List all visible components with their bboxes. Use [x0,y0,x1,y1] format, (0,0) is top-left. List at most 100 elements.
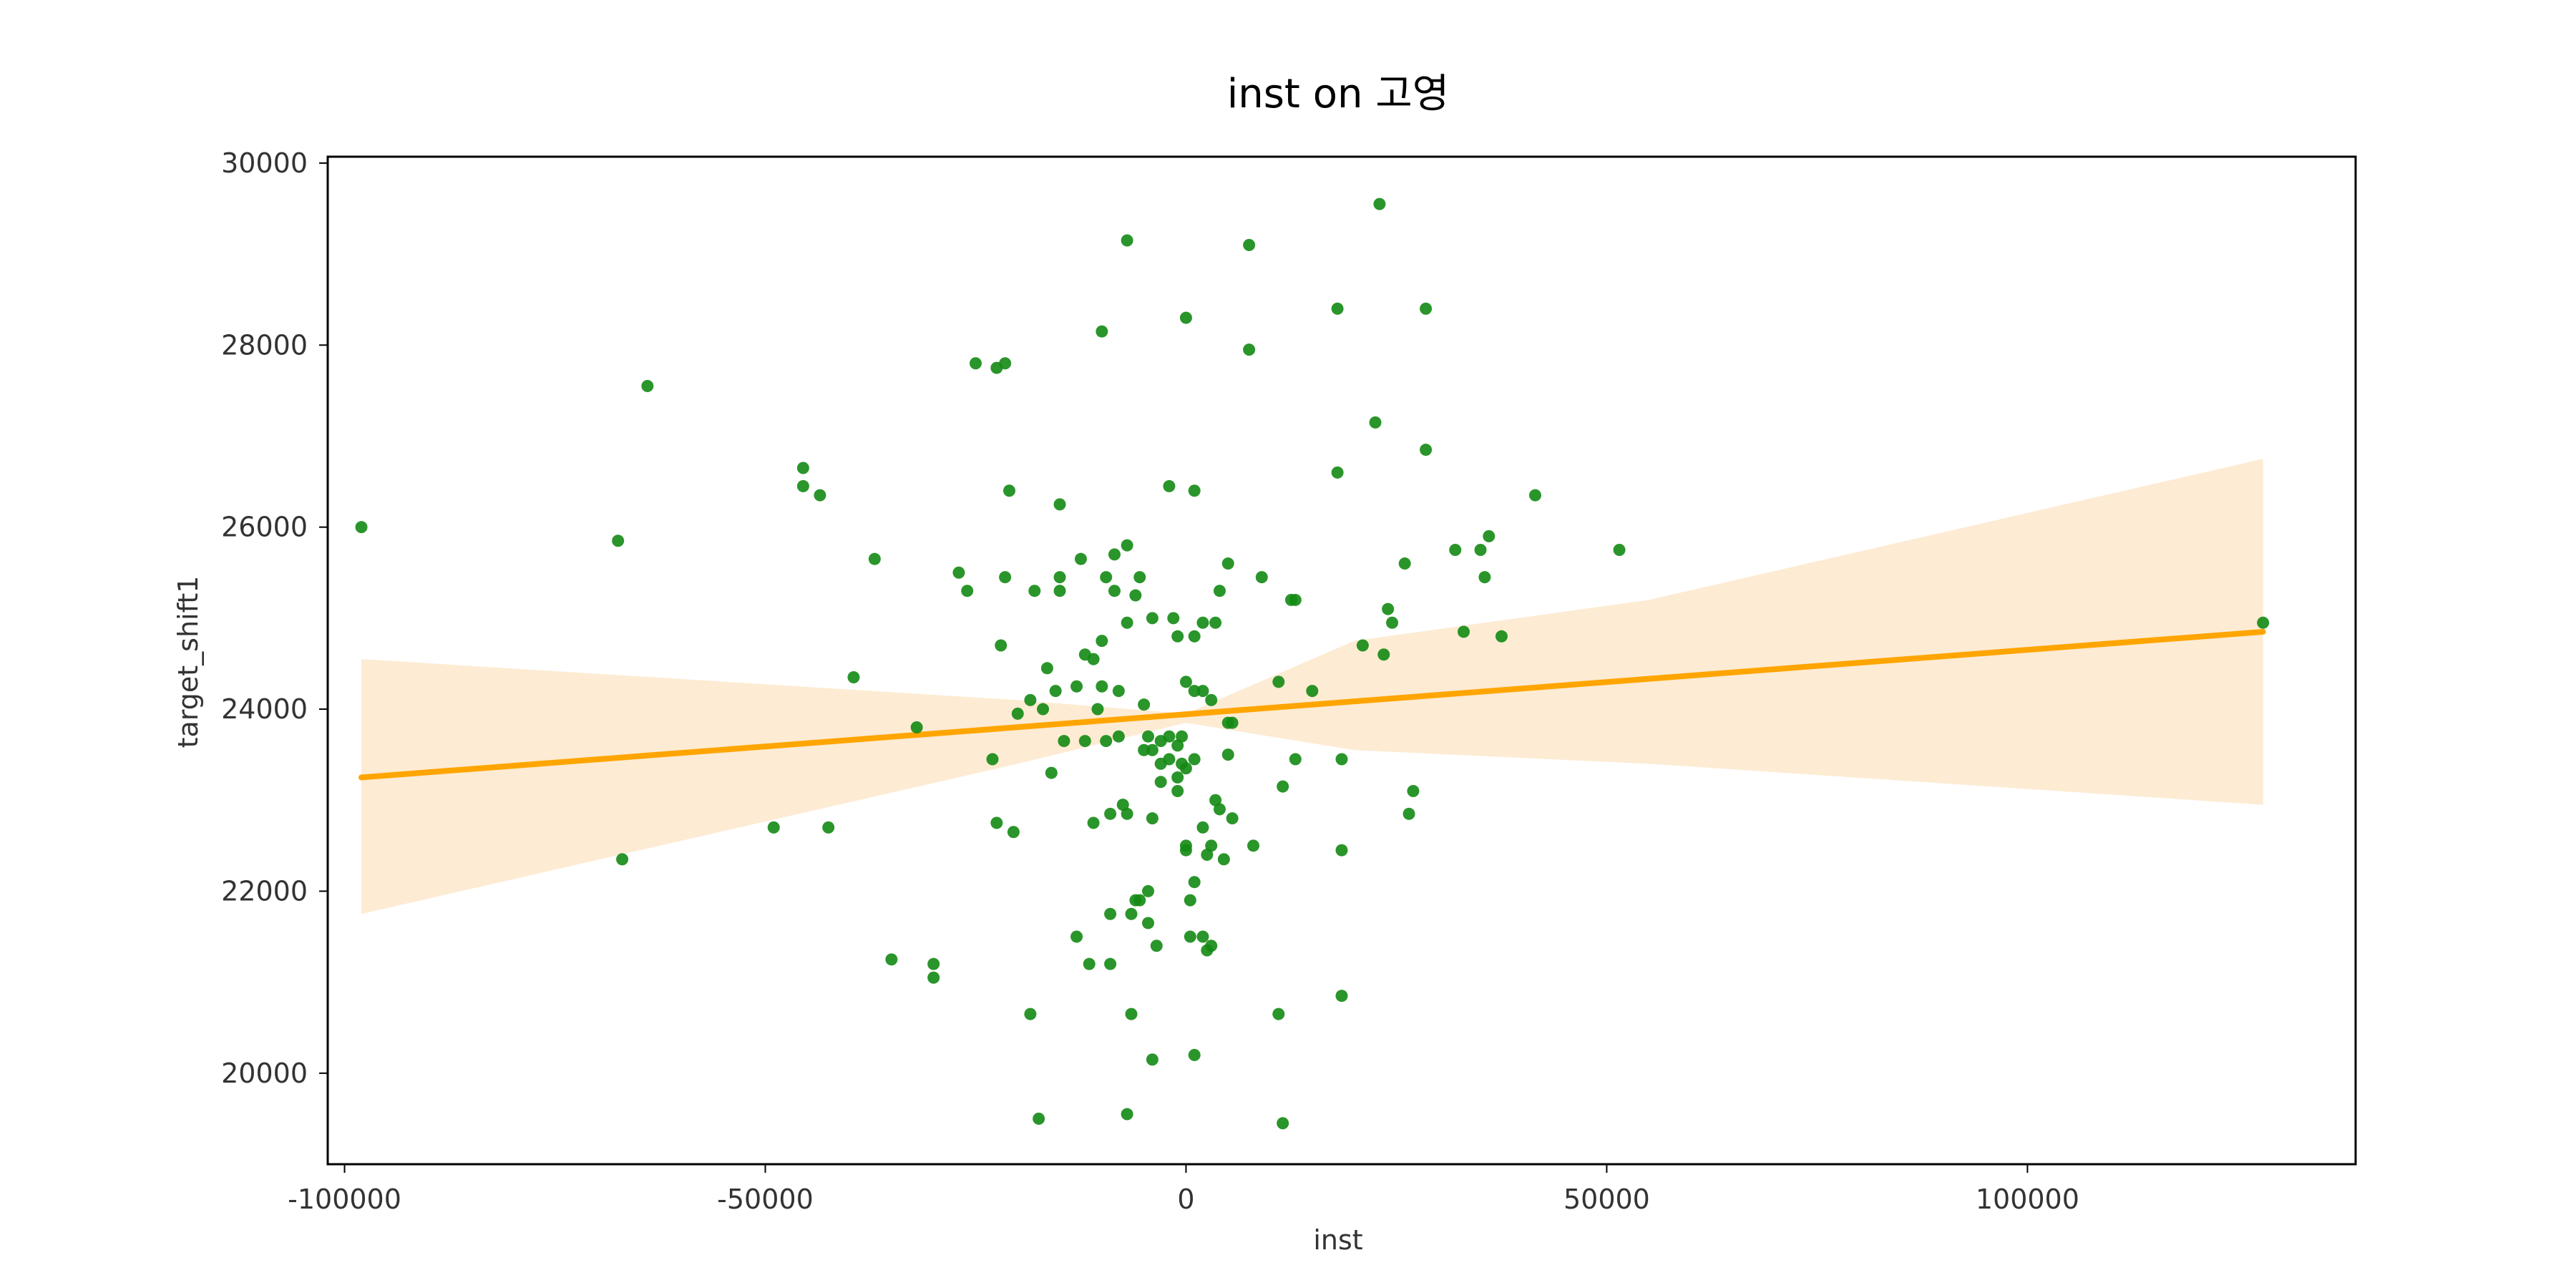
data-point [1213,803,1226,816]
data-point [1420,302,1433,315]
data-point [1221,748,1234,761]
data-point [1100,735,1113,748]
data-point [1184,930,1196,943]
data-point [1146,1053,1158,1066]
data-point [1171,630,1184,643]
data-point [961,585,974,597]
x-tick-label: -100000 [288,1184,401,1215]
data-point [1613,543,1626,556]
data-point [927,971,940,984]
data-point [1024,1008,1037,1020]
data-point [1096,325,1108,338]
data-point [1407,785,1420,798]
data-point [1053,571,1066,584]
data-point [1133,571,1146,584]
data-point [1167,612,1180,625]
data-point [1306,685,1319,698]
data-point [1478,571,1491,584]
data-point [1121,1108,1133,1121]
data-point [1272,675,1285,688]
x-axis-title: inst [1313,1224,1362,1256]
data-point [1121,616,1133,629]
data-point [1171,771,1184,784]
data-point [767,821,780,834]
data-point [1205,693,1218,706]
data-point [927,957,940,970]
data-point [1146,743,1158,756]
plot-frame [326,155,2357,1166]
regression-line-layer [358,628,2266,781]
data-point [1142,730,1155,743]
y-tick-label: 24000 [221,693,308,725]
data-point [1402,807,1415,820]
data-point [1196,616,1209,629]
data-point [999,571,1012,584]
data-point [1171,785,1184,798]
data-point [1163,479,1176,492]
data-point [1003,484,1016,497]
data-point [990,816,1003,829]
data-point [1163,730,1176,743]
data-point [1096,635,1108,648]
data-point [1377,648,1390,661]
data-point [1138,743,1151,756]
data-point [1226,812,1239,825]
data-point [1209,794,1222,806]
data-point [1138,698,1151,711]
data-point [1024,693,1037,706]
y-tick-label: 30000 [221,147,308,179]
data-point [1205,940,1218,952]
data-point [1121,807,1133,820]
x-tick-label: -50000 [717,1184,814,1215]
data-point [1112,730,1125,743]
data-point [1104,907,1117,920]
data-point [1188,630,1201,643]
data-point [1033,1112,1045,1125]
data-point [1078,735,1091,748]
data-point [796,462,809,474]
data-point [1373,197,1386,210]
data-point [1037,703,1050,716]
data-point [1188,876,1201,889]
data-point [969,357,982,370]
data-point [1096,680,1108,693]
chart-title: inst on 고영 [1227,71,1450,117]
data-point [1335,753,1348,766]
data-point [1083,957,1096,970]
data-point [1133,894,1146,907]
data-point [1087,816,1100,829]
data-point [1483,530,1496,542]
data-point [1108,548,1121,561]
data-point [1121,234,1133,247]
data-point [1129,589,1142,602]
data-point [1163,753,1176,766]
data-point [814,489,826,502]
data-point [1058,735,1070,748]
data-point [1188,484,1201,497]
data-point [1243,343,1256,356]
data-point [1335,844,1348,857]
data-point [1142,884,1155,897]
y-tick-label: 28000 [221,329,308,361]
y-tick-label: 22000 [221,875,308,907]
x-tick-label: 100000 [1976,1184,2079,1215]
data-point [1142,917,1155,930]
data-point [1176,730,1189,743]
data-point [1369,416,1382,429]
data-point [1040,662,1053,675]
data-point [1420,444,1433,457]
data-point [1272,1008,1285,1020]
data-point [1146,812,1158,825]
data-point [612,535,625,547]
data-point [1356,639,1369,652]
data-point [1188,753,1201,766]
data-point [1205,839,1218,852]
data-point [1053,498,1066,511]
data-point [1217,853,1230,866]
data-point [1179,675,1192,688]
data-point [1179,839,1192,852]
data-point [1458,625,1470,638]
data-point [1243,238,1256,251]
data-point [910,721,923,733]
data-point [847,671,860,684]
